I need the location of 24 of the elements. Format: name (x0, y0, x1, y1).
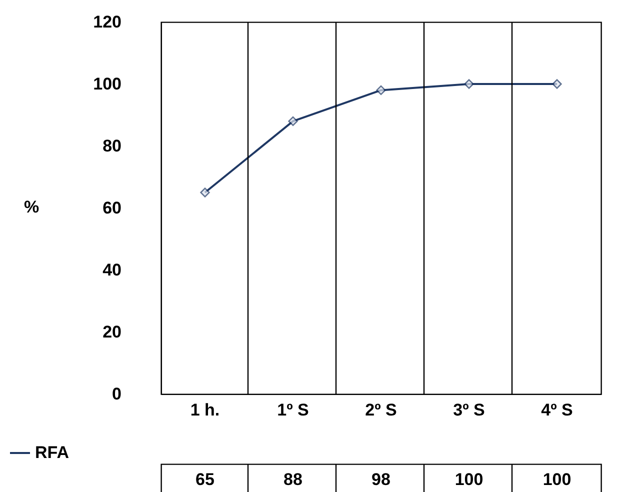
y-tick-label: 40 (102, 260, 122, 280)
point (552, 79, 562, 89)
data-label: 98 (372, 470, 390, 489)
x-tick-label: 2º S (365, 400, 397, 420)
x-tick-label: 1 h. (190, 400, 220, 420)
y-tick-label: 120 (93, 12, 122, 32)
data-label: 65 (196, 470, 214, 489)
data-label: 100 (542, 470, 572, 489)
y-tick-label: 0 (112, 384, 122, 404)
x-tick-label: 4º S (541, 400, 573, 420)
point (200, 188, 210, 198)
y-tick-label: 60 (102, 198, 122, 218)
y-tick-label: 20 (102, 322, 122, 342)
x-tick-label: 3º S (453, 400, 485, 420)
x-tick-label: 1º S (277, 400, 309, 420)
data-label: 88 (284, 470, 302, 489)
point (288, 116, 298, 126)
data-label: 100 (454, 470, 484, 489)
point (464, 79, 474, 89)
y-axis-title: % (24, 198, 40, 216)
legend-label: RFA (35, 443, 69, 462)
point (376, 85, 386, 96)
y-tick-label: 100 (93, 74, 122, 94)
y-tick-label: 80 (102, 136, 122, 156)
